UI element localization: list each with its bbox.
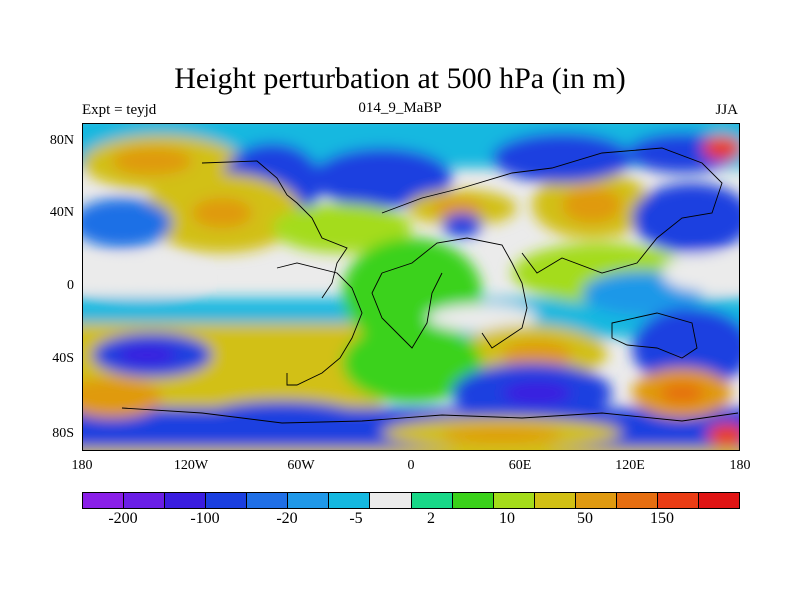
colorbar-label: 50 <box>577 510 593 527</box>
height-field <box>82 123 740 451</box>
chart-title: Height perturbation at 500 hPa (in m) <box>174 62 626 95</box>
x-tick-label: 60W <box>287 458 315 473</box>
colorbar-cell <box>657 493 699 508</box>
colorbar-label: 10 <box>499 510 515 527</box>
colorbar-cell <box>206 493 248 508</box>
x-tick-label: 180 <box>71 458 93 473</box>
colorbar-cell <box>124 493 166 508</box>
coastlines <box>121 147 739 424</box>
x-tick-label: 60E <box>508 458 532 473</box>
colorbar-cell <box>411 493 453 508</box>
colorbar-label: -20 <box>276 510 298 527</box>
colorbar-cell <box>247 493 289 508</box>
colorbar <box>82 492 740 509</box>
colorbar-label: -200 <box>108 510 138 527</box>
experiment-label: Expt = teyjd <box>82 102 157 118</box>
colorbar-cell <box>165 493 207 508</box>
x-tick-label: 120W <box>173 458 209 473</box>
colorbar-label: -5 <box>349 510 363 527</box>
y-tick-label: 0 <box>67 278 74 293</box>
y-tick-label: 40N <box>49 205 74 220</box>
colorbar-cell <box>616 493 658 508</box>
colorbar-cell <box>83 493 125 508</box>
colorbar-cell <box>493 493 535 508</box>
x-tick-label: 120E <box>615 458 645 473</box>
y-tick-label: 80N <box>49 133 74 148</box>
colorbar-label: 2 <box>427 510 435 527</box>
colorbar-label: 150 <box>650 510 674 527</box>
plot-frame <box>82 123 740 451</box>
colorbar-cell <box>288 493 330 508</box>
season-label: JJA <box>715 102 738 118</box>
x-tick-label: 180 <box>729 458 751 473</box>
colorbar-label: -100 <box>190 510 220 527</box>
colorbar-cell <box>370 493 412 508</box>
x-tick-label: 0 <box>407 458 415 473</box>
colorbar-cell <box>452 493 494 508</box>
y-tick-label: 80S <box>52 426 74 441</box>
colorbar-cell <box>534 493 576 508</box>
y-tick-label: 40S <box>52 351 74 366</box>
colorbar-cell <box>329 493 371 508</box>
colorbar-cell <box>575 493 617 508</box>
case-label: 014_9_MaBP <box>358 100 442 116</box>
colorbar-cell <box>698 493 739 508</box>
map-plot <box>82 123 740 451</box>
